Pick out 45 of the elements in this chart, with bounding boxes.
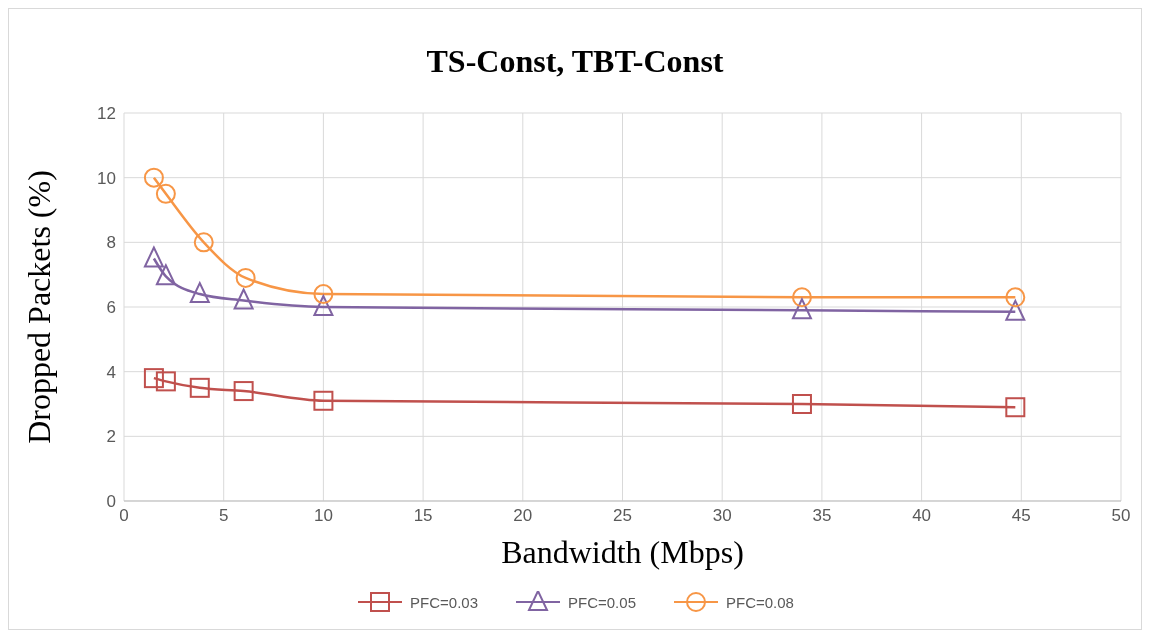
x-tick-label: 25 — [613, 506, 632, 526]
y-tick-label: 2 — [106, 427, 116, 447]
x-tick-label: 35 — [812, 506, 832, 526]
y-tick-label: 6 — [106, 298, 116, 318]
y-axis-title: Dropped Packets (%) — [21, 170, 58, 444]
y-tick-label: 10 — [97, 168, 116, 188]
point — [155, 183, 176, 204]
point — [1005, 299, 1026, 321]
point — [233, 381, 254, 402]
point — [143, 368, 164, 389]
x-tick-label: 5 — [218, 506, 229, 526]
point — [235, 267, 256, 288]
point — [313, 390, 334, 411]
x-tick-label: 10 — [313, 506, 333, 526]
point — [155, 371, 176, 392]
point — [791, 287, 812, 308]
y-tick-label: 4 — [106, 362, 116, 382]
y-tick-label: 0 — [106, 492, 116, 512]
x-axis-title: Bandwidth (Mbps) — [501, 534, 744, 570]
x-tick-label: 0 — [119, 506, 129, 526]
point — [189, 282, 210, 304]
y-tick-label: 8 — [106, 233, 116, 253]
point — [143, 246, 164, 268]
point — [1005, 397, 1026, 418]
y-tick-label: 12 — [97, 104, 116, 124]
chart-title: TS-Const, TBT-Const — [425, 43, 725, 81]
legend-label: PFC=0.03 — [410, 593, 479, 611]
x-tick-label: 30 — [712, 506, 732, 526]
point — [189, 377, 210, 398]
x-tick-label: 45 — [1011, 506, 1031, 526]
point — [791, 298, 812, 320]
point — [791, 394, 812, 414]
point — [143, 167, 164, 188]
point — [233, 288, 254, 310]
point — [155, 264, 176, 286]
x-tick-label: 15 — [413, 506, 433, 526]
point — [193, 232, 214, 253]
point — [1005, 287, 1026, 308]
legend-label: PFC=0.05 — [568, 593, 636, 611]
x-tick-label: 20 — [513, 506, 533, 526]
point — [313, 284, 334, 305]
point — [313, 295, 334, 316]
legend-label: PFC=0.08 — [725, 593, 794, 611]
x-tick-label: 40 — [912, 506, 932, 526]
x-tick-label: 50 — [1111, 506, 1131, 526]
